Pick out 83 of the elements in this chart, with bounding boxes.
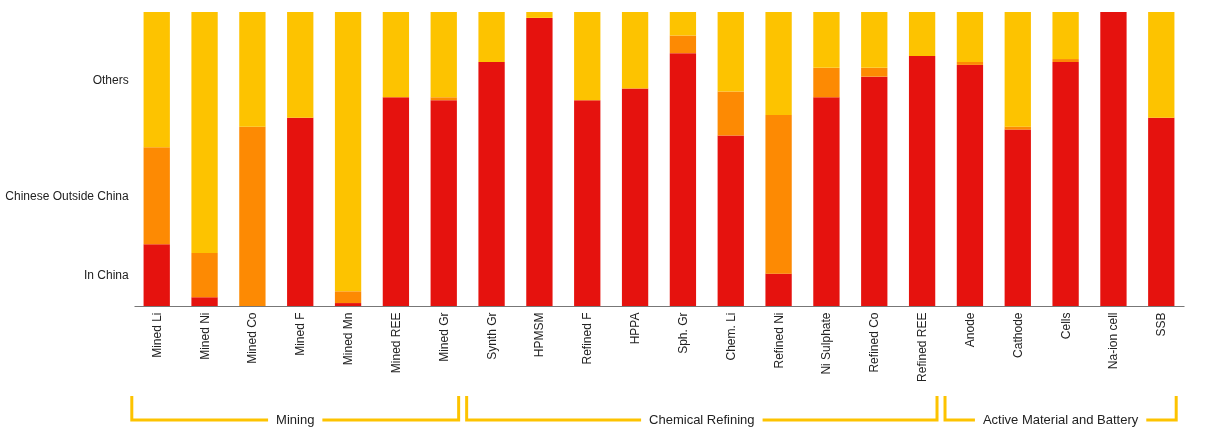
- bar: [239, 12, 266, 127]
- bar: [669, 35, 697, 54]
- bar: [143, 244, 170, 306]
- x-tick-label: Mined Gr: [436, 312, 451, 362]
- bar: [956, 64, 984, 306]
- bar: [478, 61, 505, 306]
- bar: [334, 291, 362, 304]
- bar: [813, 67, 840, 98]
- bar: [287, 117, 314, 306]
- x-tick-label: Na-ion cell: [1106, 312, 1121, 370]
- bar: [908, 56, 936, 306]
- x-tick-label: HPPA: [628, 312, 643, 345]
- bar: [478, 12, 505, 62]
- bar: [956, 61, 984, 65]
- x-tick-label: Cells: [1058, 312, 1073, 340]
- bar: [1004, 12, 1031, 127]
- x-tick-label: Ni Sulphate: [819, 312, 834, 375]
- bar: [1148, 117, 1175, 306]
- bar: [861, 67, 888, 77]
- bar: [526, 12, 553, 18]
- text: Mining: [276, 412, 315, 427]
- bar: [765, 114, 792, 274]
- bar: [813, 97, 840, 306]
- x-tick-label: Mined F: [293, 312, 308, 356]
- bar: [574, 100, 601, 306]
- text: Chemical Refining: [649, 412, 755, 427]
- series-label: Others: [92, 72, 129, 87]
- x-tick-label: Cathode: [1010, 312, 1025, 358]
- bar: [239, 126, 266, 306]
- bar: [1052, 61, 1079, 306]
- bar: [382, 12, 410, 98]
- bar: [334, 303, 362, 306]
- bar: [1052, 59, 1079, 62]
- bar: [717, 135, 744, 306]
- bar: [861, 76, 888, 306]
- bar: [1004, 129, 1031, 306]
- x-tick-label: Synth Gr: [484, 312, 499, 360]
- bar: [334, 12, 362, 292]
- x-tick-label: Refined REE: [915, 312, 930, 382]
- bar: [430, 12, 457, 98]
- bar: [143, 147, 170, 245]
- series-label: Chinese Outside China: [5, 188, 130, 203]
- x-tick-label: SSB: [1154, 312, 1169, 337]
- bar: [191, 297, 218, 306]
- bar: [1052, 12, 1079, 60]
- bar: [956, 12, 984, 62]
- bar: [813, 12, 840, 68]
- bar: [908, 12, 936, 57]
- bar: [526, 17, 553, 306]
- bar: [430, 97, 457, 101]
- x-tick-label: Refined Co: [867, 312, 882, 373]
- x-tick-label: Anode: [962, 312, 977, 348]
- x-tick-label: Refined F: [580, 312, 595, 365]
- x-tick-label: Mined Li: [149, 312, 164, 358]
- bar: [191, 12, 218, 254]
- series-label: In China: [84, 268, 130, 283]
- x-tick-label: Mined Ni: [197, 312, 212, 360]
- bar: [765, 12, 792, 115]
- bar: [1100, 12, 1127, 306]
- bar: [621, 88, 649, 306]
- bar: [669, 12, 697, 36]
- x-tick-label: Refined Ni: [771, 312, 786, 369]
- text: Active Material and Battery: [982, 412, 1139, 427]
- bar: [717, 12, 744, 92]
- bar: [287, 12, 314, 118]
- bar: [621, 12, 649, 89]
- bar: [1148, 12, 1175, 118]
- bar: [861, 12, 888, 68]
- bar: [430, 100, 457, 306]
- bar: [191, 253, 218, 298]
- bar: [574, 12, 601, 101]
- x-tick-label: HPMSM: [532, 312, 547, 358]
- bar: [143, 12, 170, 148]
- x-tick-label: Mined REE: [388, 312, 403, 374]
- x-tick-label: Mined Co: [245, 312, 260, 364]
- bar: [765, 273, 792, 306]
- x-tick-label: Sph. Gr: [675, 312, 690, 354]
- x-tick-label: Chem. Li: [723, 312, 738, 361]
- bar: [382, 97, 410, 306]
- x-tick-label: Mined Mn: [341, 312, 356, 366]
- bar: [717, 91, 744, 136]
- bar: [1004, 126, 1031, 130]
- bar: [669, 53, 697, 306]
